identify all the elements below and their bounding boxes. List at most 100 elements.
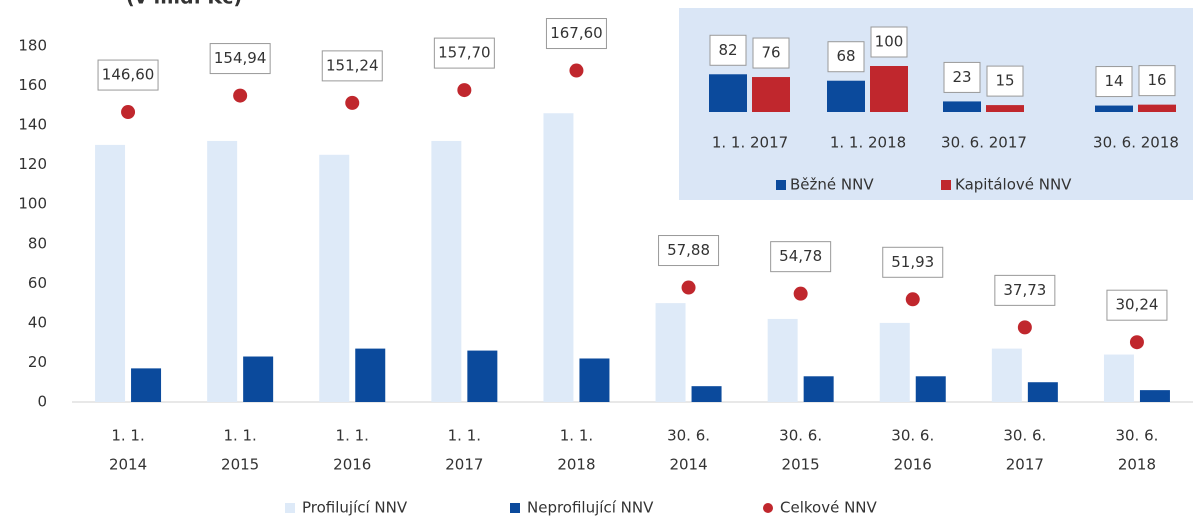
bar: [827, 80, 865, 112]
bar: [879, 322, 910, 402]
point: [1129, 335, 1144, 350]
data-label-box: [986, 65, 1024, 97]
bar: [1103, 354, 1134, 402]
y-tick-label: 40: [28, 313, 47, 331]
bar: [1139, 390, 1170, 402]
data-label-box: [1138, 65, 1176, 97]
legend-label: Neprofilující NNV: [527, 499, 654, 517]
x-tick-label: 2017: [1006, 456, 1044, 474]
bar: [655, 303, 686, 402]
y-tick-label: 20: [28, 353, 47, 371]
data-label-box: [97, 59, 159, 91]
x-tick-label: 2015: [221, 456, 259, 474]
bar: [943, 101, 981, 112]
legend-swatch: [510, 503, 520, 513]
legend-swatch: [941, 180, 951, 190]
x-tick-label: 1. 1.: [448, 427, 481, 445]
data-label-box: [752, 37, 790, 69]
data-label: 16: [1147, 71, 1166, 89]
bar: [319, 154, 350, 402]
x-tick-label: 1. 1. 2017: [712, 134, 788, 152]
y-tick-label: 0: [37, 393, 47, 411]
x-tick-label: 30. 6. 2018: [1093, 134, 1179, 152]
bar: [207, 140, 238, 402]
x-tick-label: 1. 1. 2018: [830, 134, 906, 152]
data-label-box: [709, 34, 747, 66]
x-tick-label: 30. 6.: [891, 427, 934, 445]
x-tick-label: 2018: [1118, 456, 1156, 474]
point: [345, 95, 360, 110]
data-label: 151,24: [326, 56, 379, 74]
legend-swatch: [763, 503, 773, 513]
y-tick-label: 180: [18, 37, 47, 55]
y-tick-label: 100: [18, 195, 47, 213]
data-label-box: [658, 235, 720, 267]
x-tick-label: 2014: [669, 456, 707, 474]
point: [681, 280, 696, 295]
legend-label: Běžné NNV: [790, 176, 874, 194]
legend-swatch: [285, 503, 295, 513]
data-label-box: [1095, 66, 1133, 98]
y-tick-label: 120: [18, 155, 47, 173]
data-label: 68: [836, 47, 855, 65]
bar: [691, 386, 722, 402]
data-label: 23: [952, 68, 971, 86]
data-label-box: [1106, 289, 1168, 321]
data-label-box: [882, 246, 944, 278]
data-label-box: [827, 41, 865, 73]
bar: [431, 140, 462, 402]
x-tick-label: 30. 6.: [1115, 427, 1158, 445]
data-label-box: [870, 26, 908, 58]
x-tick-label: 2016: [894, 456, 932, 474]
bar: [752, 77, 790, 112]
legend-label: Celkové NNV: [780, 499, 878, 517]
point: [1017, 320, 1032, 335]
data-label: 157,70: [438, 44, 491, 62]
data-label: 76: [761, 44, 780, 62]
chart-title: (v mld. Kč): [126, 0, 242, 9]
point: [233, 88, 248, 103]
data-label-box: [433, 37, 495, 69]
data-label: 54,78: [779, 247, 822, 265]
bar: [579, 358, 610, 402]
bar: [243, 356, 274, 402]
data-label: 14: [1104, 72, 1123, 90]
bar: [803, 376, 834, 402]
bar: [1095, 105, 1133, 112]
x-tick-label: 30. 6.: [779, 427, 822, 445]
bar: [709, 74, 747, 112]
x-tick-label: 2018: [557, 456, 595, 474]
data-label: 57,88: [667, 241, 710, 259]
bar: [1138, 104, 1176, 112]
data-label-box: [321, 50, 383, 82]
point: [905, 292, 920, 307]
y-tick-label: 160: [18, 76, 47, 94]
data-label: 82: [718, 41, 737, 59]
x-tick-label: 2017: [445, 456, 483, 474]
data-label-box: [545, 18, 607, 50]
x-tick-label: 1. 1.: [336, 427, 369, 445]
data-label-box: [943, 61, 981, 93]
x-tick-label: 30. 6.: [667, 427, 710, 445]
point: [121, 105, 136, 120]
bar: [870, 66, 908, 112]
bar: [355, 348, 386, 402]
data-label: 15: [995, 72, 1014, 90]
data-label: 154,94: [214, 49, 267, 67]
x-tick-label: 2014: [109, 456, 147, 474]
x-tick-label: 1. 1.: [223, 427, 256, 445]
x-tick-label: 30. 6.: [1003, 427, 1046, 445]
data-label-box: [994, 274, 1056, 306]
bar: [986, 105, 1024, 112]
data-label: 30,24: [1115, 296, 1158, 314]
data-label: 37,73: [1003, 281, 1046, 299]
bar: [1027, 382, 1058, 402]
x-tick-label: 30. 6. 2017: [941, 134, 1027, 152]
bar: [467, 350, 498, 402]
bar: [131, 368, 162, 402]
point: [569, 63, 584, 78]
bar: [767, 318, 798, 402]
bar: [543, 113, 574, 402]
bar: [95, 144, 126, 402]
